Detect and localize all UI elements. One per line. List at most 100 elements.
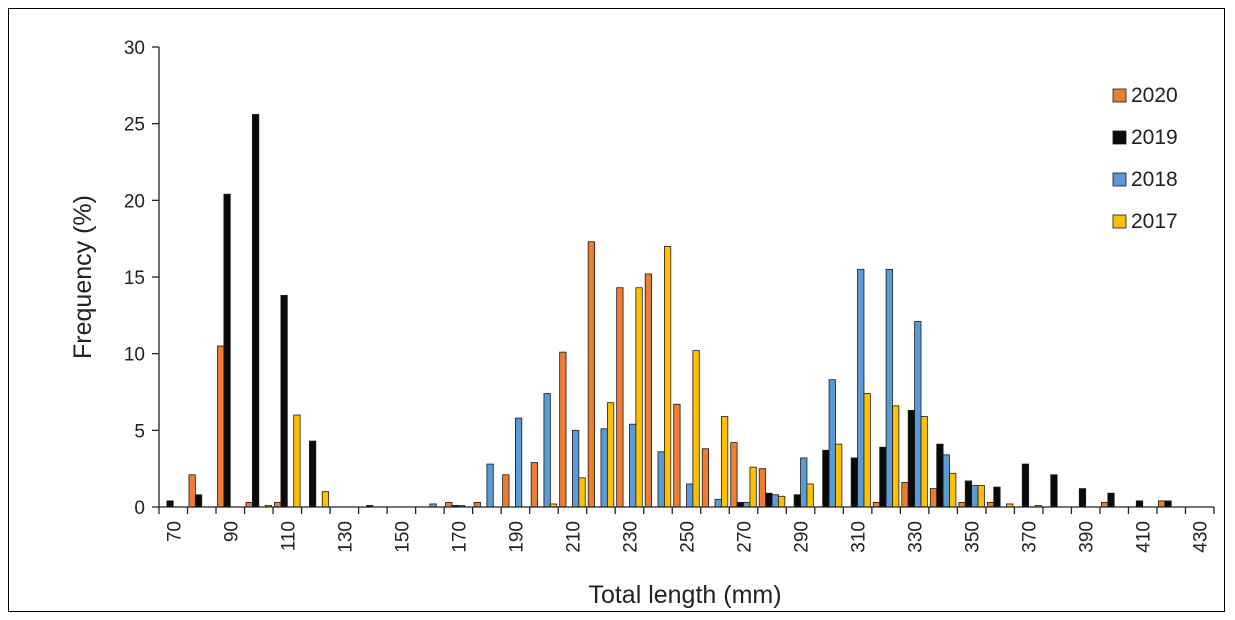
bar-2018-260 <box>714 498 722 508</box>
bar-2020-80 <box>188 474 196 508</box>
bar-2017-340 <box>949 472 957 508</box>
bar-2018-290 <box>800 457 808 508</box>
bar-2020-90 <box>217 345 225 508</box>
x-tick-label: 350 <box>963 521 984 553</box>
x-tick-label: 290 <box>792 521 813 553</box>
bar-2019-330 <box>907 409 916 508</box>
bar-2017-290 <box>806 483 814 508</box>
x-tick-label: 130 <box>335 521 356 553</box>
legend-label-2019: 2019 <box>1131 126 1178 149</box>
bar-2017-330 <box>920 416 928 508</box>
bar-2019-390 <box>1078 488 1087 508</box>
bar-2019-290 <box>793 494 801 508</box>
bar-2018-300 <box>828 379 836 508</box>
bar-2018-330 <box>914 321 922 508</box>
x-tick-label: 390 <box>1077 521 1098 553</box>
bar-2018-280 <box>771 494 779 508</box>
bar-2019-420 <box>1164 500 1172 508</box>
y-tick-label: 10 <box>124 345 145 366</box>
bar-2020-180 <box>473 501 481 508</box>
bar-2019-410 <box>1135 500 1144 508</box>
bar-2020-330 <box>901 482 909 508</box>
bars-layer <box>166 114 1172 508</box>
bar-2018-210 <box>572 429 580 508</box>
bar-2020-110 <box>274 501 282 508</box>
x-tick-label: 310 <box>849 521 870 553</box>
bar-2019-300 <box>822 449 830 508</box>
legend: 2020 2019 2018 2017 <box>1112 84 1178 233</box>
bar-2018-230 <box>629 423 637 508</box>
bar-2019-380 <box>1050 474 1058 508</box>
bar-2020-210 <box>559 351 567 508</box>
bar-2017-270 <box>749 466 757 508</box>
bar-2019-70 <box>166 500 174 508</box>
bar-2019-400 <box>1107 492 1115 508</box>
bar-2019-320 <box>879 446 887 508</box>
axes-layer <box>158 47 1214 508</box>
bar-2019-360 <box>993 486 1001 508</box>
legend-swatch-2018 <box>1112 172 1127 187</box>
x-tick-label: 270 <box>735 521 756 553</box>
y-ticks: 0 5 10 15 20 25 30 <box>124 38 159 519</box>
bar-2018-180 <box>486 463 494 508</box>
bar-2018-220 <box>600 428 608 508</box>
bar-2020-350 <box>958 501 966 508</box>
bar-2020-280 <box>758 468 767 508</box>
y-tick-label: 0 <box>134 498 145 519</box>
x-tick-label: 150 <box>392 521 413 553</box>
bar-2019-110 <box>280 294 288 508</box>
bar-2020-400 <box>1101 501 1109 508</box>
y-tick-label: 20 <box>124 191 145 212</box>
x-tick-label: 110 <box>278 521 299 551</box>
bar-2020-420 <box>1158 500 1166 508</box>
legend-label-2020: 2020 <box>1131 84 1178 107</box>
bar-2018-250 <box>686 483 694 508</box>
legend-label-2018: 2018 <box>1131 168 1178 191</box>
bar-2019-270 <box>736 501 744 508</box>
bar-2020-170 <box>445 501 453 508</box>
bar-2020-190 <box>502 474 510 508</box>
bar-2020-340 <box>929 488 938 508</box>
bar-2017-300 <box>835 443 843 508</box>
bar-2020-260 <box>701 448 710 508</box>
x-tick-label: 210 <box>563 521 584 553</box>
x-tick-label: 90 <box>221 521 242 542</box>
bar-2017-350 <box>977 485 985 508</box>
bar-2020-320 <box>872 501 881 508</box>
bar-2019-90 <box>223 193 231 508</box>
y-axis-title: Frequency (%) <box>69 195 97 359</box>
chart-svg: 0 5 10 15 20 25 30 70 90 110 130 150 170 190 210 230 25… <box>69 38 1215 609</box>
bar-2019-100 <box>251 114 260 508</box>
bar-2018-240 <box>657 451 665 508</box>
legend-swatch-2020 <box>1112 88 1127 103</box>
x-tick-label: 370 <box>1020 521 1041 553</box>
bar-2020-230 <box>616 287 624 508</box>
x-ticks: 70 90 110 130 150 170 190 210 230 250 270 290 310 330… <box>158 507 1215 553</box>
bar-2020-200 <box>530 462 538 508</box>
bar-2019-120 <box>309 440 317 508</box>
y-tick-label: 15 <box>124 268 145 289</box>
x-tick-label: 430 <box>1191 521 1212 553</box>
legend-swatch-2019 <box>1112 130 1127 145</box>
bar-2020-100 <box>245 501 253 508</box>
bar-2017-120 <box>321 491 330 508</box>
bar-2020-220 <box>587 241 595 508</box>
bar-2017-260 <box>721 416 729 508</box>
bar-2017-110 <box>293 414 301 508</box>
bar-2017-320 <box>892 405 900 508</box>
legend-swatch-2017 <box>1112 214 1127 229</box>
chart-frame: 0 5 10 15 20 25 30 70 90 110 130 150 170 190 210 230 25… <box>8 8 1225 612</box>
bar-2019-370 <box>1021 463 1030 508</box>
bar-2017-220 <box>606 402 615 508</box>
bar-2020-250 <box>673 403 681 508</box>
bar-2019-310 <box>850 457 858 508</box>
legend-label-2017: 2017 <box>1131 210 1178 233</box>
bar-2020-360 <box>986 501 995 508</box>
bar-2017-230 <box>635 287 643 508</box>
bar-2017-280 <box>778 495 786 508</box>
bar-2019-340 <box>936 443 944 508</box>
bar-2018-350 <box>971 485 979 508</box>
bar-2017-210 <box>578 477 586 508</box>
x-tick-label: 170 <box>449 521 470 553</box>
bar-2019-280 <box>765 492 773 508</box>
